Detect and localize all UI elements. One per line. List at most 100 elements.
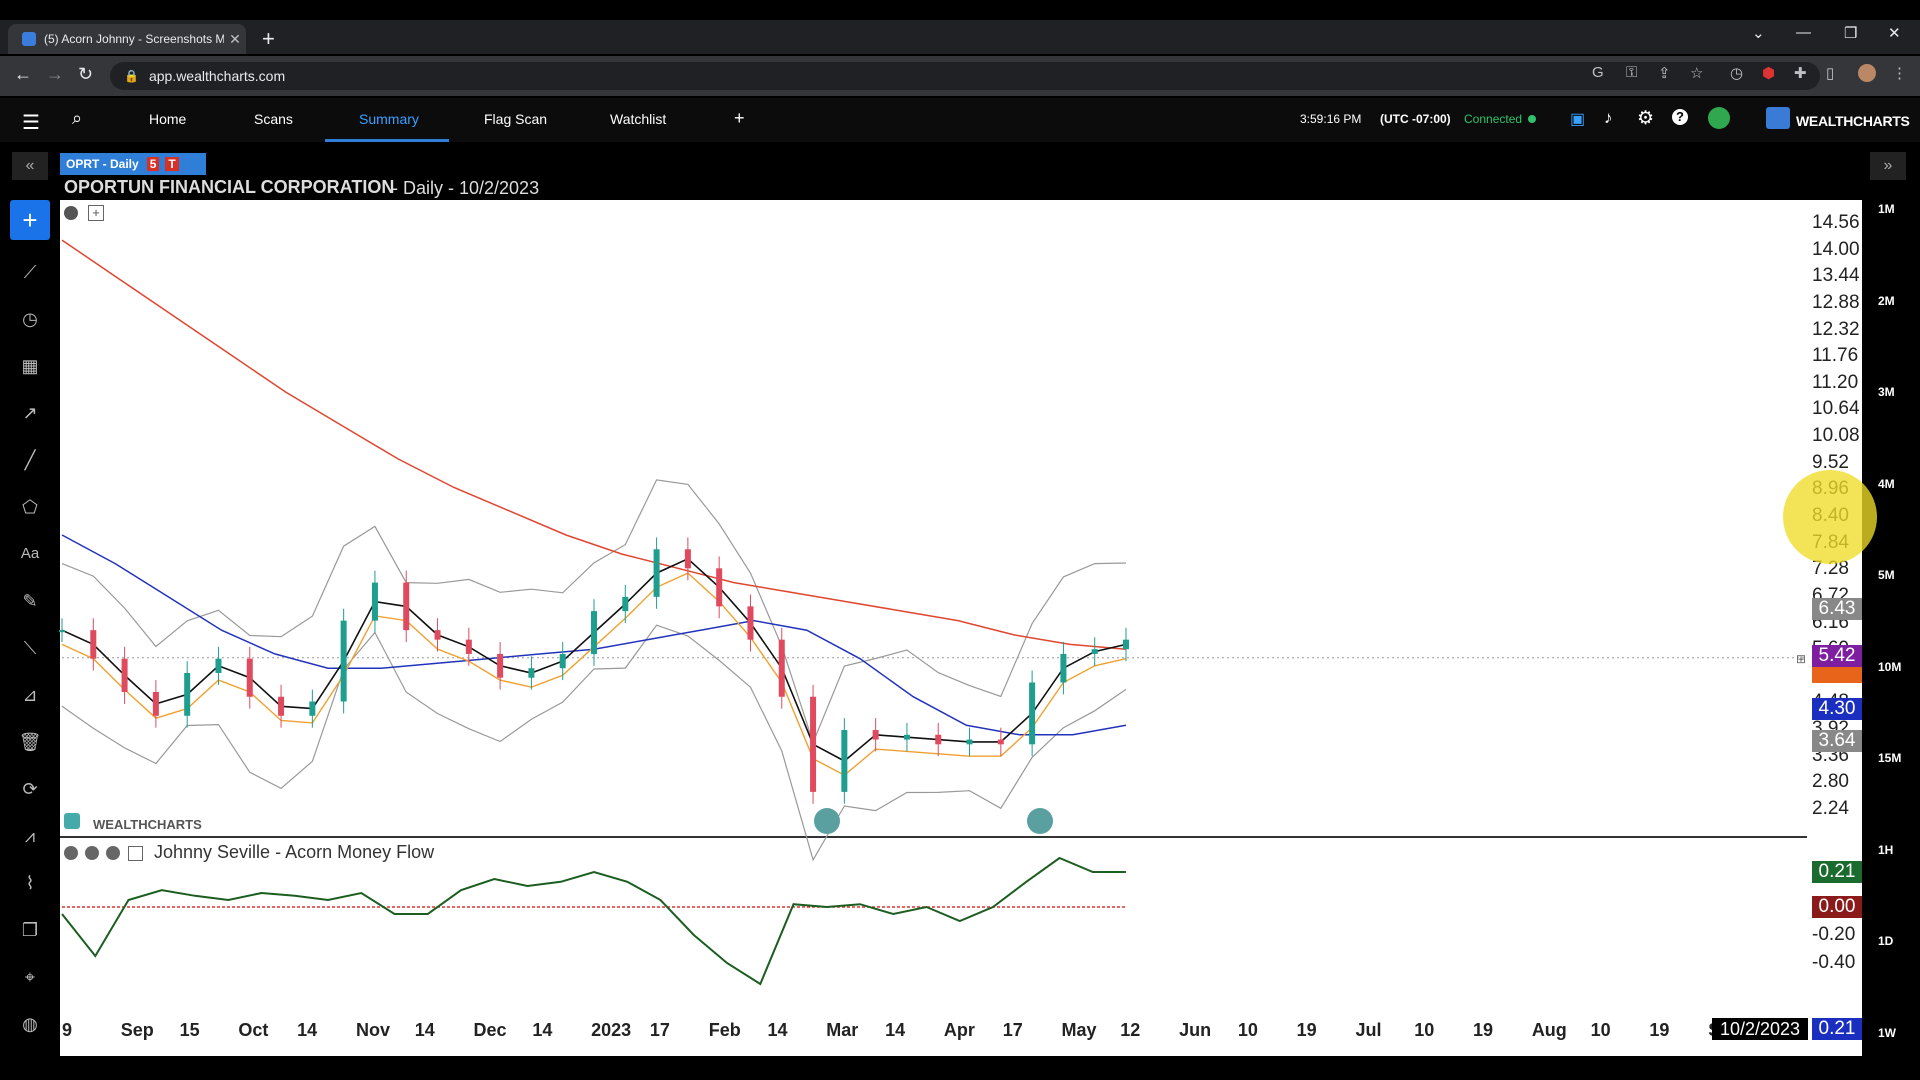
pane-expand-icon[interactable]: + [88, 205, 104, 221]
tab-close-icon[interactable]: ✕ [229, 30, 241, 47]
url-text: app.wealthcharts.com [148, 68, 286, 84]
search-icon[interactable]: ⌕ [72, 108, 83, 128]
bell-icon[interactable]: ♪ [1604, 108, 1613, 127]
bookmark-star-icon[interactable]: ☆ [1690, 65, 1704, 82]
sma200-line [61, 239, 1127, 650]
profile-avatar[interactable] [1858, 64, 1876, 82]
browser-tab[interactable]: (5) Acorn Johnny - Screenshots M ✕ [8, 24, 246, 54]
shapes-icon[interactable]: ⬠ [22, 497, 38, 517]
browser-menu-icon[interactable]: ⋮ [1892, 65, 1907, 82]
candle-body [966, 739, 973, 745]
timeframe-1h[interactable]: 1H [1878, 843, 1894, 857]
share-icon[interactable]: ⇪ [1658, 65, 1671, 82]
nav-scans[interactable]: Scans [254, 111, 293, 127]
collapse-left-icon[interactable]: « [12, 152, 48, 180]
tag-badge-5: 5 [146, 157, 160, 171]
text-tool-icon[interactable]: Aa [20, 545, 40, 562]
save-icon[interactable]: ▣ [1570, 111, 1586, 128]
indicator-down-icon[interactable] [85, 846, 99, 860]
indicator-settings-icon[interactable] [64, 846, 78, 860]
chart-type-icon[interactable]: ⟋ [23, 262, 37, 282]
indicator-collapse-icon[interactable] [128, 846, 143, 861]
add-tool-button[interactable]: + [10, 200, 50, 240]
pane-divider[interactable] [60, 836, 1807, 838]
time-tick-label: May [1061, 1020, 1097, 1040]
ublock-icon[interactable]: ⬢ [1762, 65, 1776, 82]
reload-icon[interactable]: ↻ [78, 64, 94, 84]
new-tab-button[interactable]: + [262, 26, 275, 51]
crosshair-handle-icon[interactable]: ⊞ [1796, 652, 1807, 666]
price-pane[interactable] [60, 200, 1807, 836]
indicator-pane[interactable] [60, 838, 1807, 1016]
gear-icon[interactable]: ⚙ [1637, 108, 1655, 129]
candle-body [59, 630, 65, 633]
layers-icon[interactable]: ❐ [21, 920, 39, 940]
location-icon[interactable] [1708, 107, 1730, 129]
candle-body [716, 568, 723, 607]
crosshair-icon[interactable]: ⌖ [24, 967, 36, 987]
timeframe-10m[interactable]: 10M [1878, 660, 1902, 674]
puzzle-icon[interactable]: ✚ [1794, 65, 1807, 82]
help-icon[interactable]: ? [1672, 109, 1688, 125]
timeframe-1w[interactable]: 1W [1878, 1026, 1896, 1040]
angle-icon[interactable]: ⊿ [22, 685, 38, 705]
sma-badge [1812, 667, 1862, 683]
price-tick-label: 10.08 [1812, 425, 1860, 447]
sidepanel-icon[interactable]: ▯ [1826, 65, 1835, 82]
minimize-icon[interactable]: — [1796, 24, 1811, 41]
price-tick-label: 11.20 [1812, 371, 1859, 393]
indicator-tick-label: -0.40 [1812, 952, 1856, 973]
trash-icon[interactable]: 🗑 [18, 732, 42, 752]
timeframe-2m[interactable]: 2M [1878, 294, 1895, 308]
candle-body [653, 549, 660, 597]
company-name: OPORTUN FINANCIAL CORPORATION [64, 177, 395, 197]
timeframe-5m[interactable]: 5M [1878, 568, 1895, 582]
nav-flag-scan[interactable]: Flag Scan [484, 111, 548, 127]
timeframe-15m[interactable]: 15M [1878, 751, 1902, 765]
pencil-icon[interactable]: ✎ [22, 591, 38, 611]
event-marker-icon[interactable] [814, 808, 840, 834]
bollinger-lower-badge: 3.64 [1812, 730, 1862, 752]
line-tool-icon[interactable]: ╱ [24, 450, 36, 470]
add-tab-button[interactable]: + [734, 108, 745, 128]
timeframe-4m[interactable]: 4M [1878, 477, 1895, 491]
candle-body [309, 701, 316, 716]
candle-body [215, 658, 222, 673]
timeframe-3m[interactable]: 3M [1878, 385, 1895, 399]
symbol-tag[interactable]: OPRT - Daily 5 T [60, 153, 206, 175]
time-axis[interactable] [60, 1016, 1862, 1056]
close-window-icon[interactable]: ✕ [1888, 25, 1901, 42]
indicator-icon[interactable]: ⩘ [24, 826, 36, 846]
nav-summary[interactable]: Summary [359, 111, 419, 127]
ruler-icon[interactable]: ⟍ [23, 638, 37, 658]
time-tick-label: 2023 [591, 1020, 632, 1040]
pane-settings-icon[interactable] [64, 206, 78, 220]
trend-icon[interactable]: ↗ [22, 403, 38, 423]
refresh-icon[interactable]: ⟳ [22, 779, 38, 799]
price-tick-label: 14.56 [1812, 212, 1860, 233]
globe-icon[interactable]: ◍ [22, 1014, 38, 1034]
candle-body [747, 606, 754, 640]
node-icon[interactable]: ⌇ [25, 873, 35, 893]
clock-icon[interactable]: ◷ [22, 309, 38, 329]
address-bar[interactable]: 🔒 app.wealthcharts.com [110, 62, 1820, 90]
google-icon[interactable]: G [1592, 64, 1604, 81]
key-icon[interactable]: ⚿ [1626, 64, 1638, 81]
candle-body [559, 653, 566, 669]
timeframe-1m[interactable]: 1M [1878, 202, 1895, 216]
back-icon[interactable]: ← [14, 64, 32, 84]
tab-list-icon[interactable]: ⌄ [1752, 25, 1765, 42]
collapse-right-icon[interactable]: » [1870, 152, 1906, 180]
calendar-icon[interactable]: ▦ [21, 356, 39, 376]
nav-watchlist[interactable]: Watchlist [610, 111, 667, 127]
forward-icon[interactable]: → [46, 64, 64, 84]
hamburger-menu-icon[interactable]: ☰ [22, 112, 40, 134]
event-marker-icon-2[interactable] [1027, 808, 1053, 834]
timeframe-1d[interactable]: 1D [1878, 934, 1894, 948]
extension-icon[interactable]: ◷ [1730, 65, 1744, 82]
nav-home[interactable]: Home [149, 111, 187, 127]
maximize-icon[interactable]: ❐ [1844, 25, 1858, 42]
tab-title: (5) Acorn Johnny - Screenshots M [44, 32, 224, 46]
indicator-up-icon[interactable] [106, 846, 120, 860]
candle-body [465, 639, 472, 654]
